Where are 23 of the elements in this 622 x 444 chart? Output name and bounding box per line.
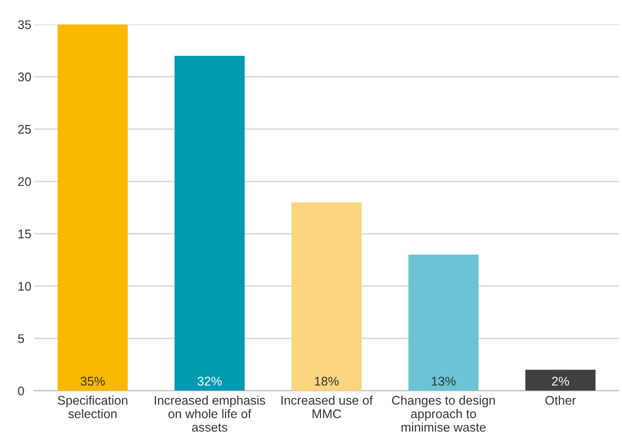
y-tick-label: 0 [18, 386, 24, 396]
data-label: 35% [80, 376, 105, 386]
y-tick-label: 30 [18, 72, 31, 82]
data-label: 13% [432, 376, 456, 386]
x-tick-label: Changes to design approach to minimise waste [392, 396, 495, 432]
y-tick-label: 35 [18, 20, 31, 30]
y-tick-label: 15 [18, 230, 31, 238]
bar [525, 370, 596, 391]
data-label: 18% [314, 376, 339, 386]
x-tick-label: Increased emphasis on whole life of assets [154, 396, 266, 432]
bar [58, 24, 128, 391]
bar [291, 202, 362, 391]
data-label: 2% [552, 376, 570, 386]
y-tick-label: 5 [18, 334, 24, 344]
x-tick-label: Increased use of MMC [282, 396, 373, 418]
x-tick-label: Specification selection [58, 396, 128, 418]
x-tick-label: Other [545, 396, 576, 405]
y-tick-label: 20 [18, 177, 31, 186]
bar [408, 254, 479, 391]
data-label: 32% [198, 376, 222, 386]
y-tick-label: 10 [18, 282, 31, 291]
y-tick-label: 25 [18, 124, 31, 134]
bar [174, 56, 245, 391]
